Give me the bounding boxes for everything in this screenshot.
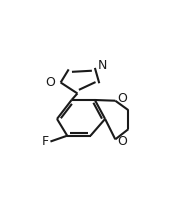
Text: N: N: [98, 59, 107, 71]
Text: O: O: [118, 135, 127, 148]
Text: O: O: [45, 76, 55, 89]
Text: F: F: [42, 135, 49, 148]
Text: O: O: [118, 92, 127, 105]
